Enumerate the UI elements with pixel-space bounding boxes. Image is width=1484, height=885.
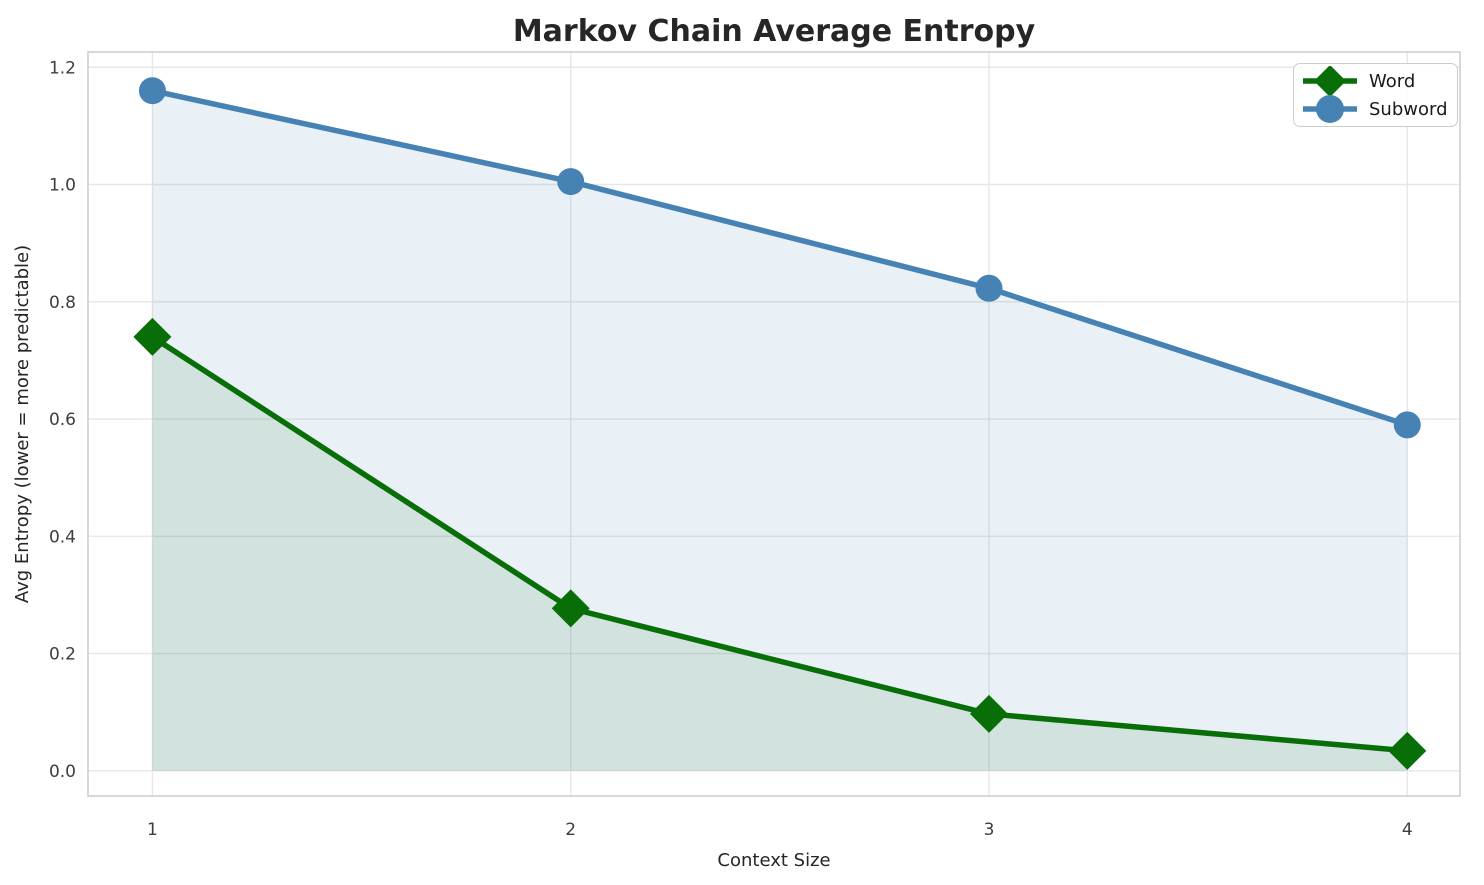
y-tick-label: 0.4 <box>49 527 76 547</box>
legend-label-subword: Subword <box>1369 98 1448 120</box>
subword-area-fill <box>152 90 1408 771</box>
x-axis-label: Context Size <box>717 850 830 871</box>
word-area-fill <box>152 336 1408 771</box>
word-legend-marker <box>1303 66 1357 96</box>
subword-marker <box>557 168 585 196</box>
word-marker <box>1388 731 1427 770</box>
subword-legend-marker <box>1303 95 1357 123</box>
subword-marker <box>975 274 1003 302</box>
subword-marker <box>1393 411 1421 439</box>
x-tick-label: 3 <box>984 820 995 840</box>
legend-label-word: Word <box>1369 70 1416 92</box>
y-tick-label: 0.8 <box>49 293 76 313</box>
x-tick-label: 1 <box>147 820 158 840</box>
y-tick-label: 1.2 <box>49 58 76 78</box>
y-axis-label: Avg Entropy (lower = more predictable) <box>12 245 33 603</box>
chart-title: Markov Chain Average Entropy <box>513 14 1036 49</box>
y-tick-label: 0.6 <box>49 410 76 430</box>
word-diamond-icon <box>1314 66 1346 96</box>
word-marker <box>133 317 172 356</box>
y-tick-label: 0.2 <box>49 645 76 665</box>
legend: Word Subword <box>1293 63 1458 127</box>
word-marker <box>970 694 1009 733</box>
y-tick-label: 1.0 <box>49 176 76 196</box>
legend-item-subword: Subword <box>1299 95 1449 123</box>
subword-marker <box>138 77 166 105</box>
plot-border <box>87 51 1461 797</box>
plot-area: 0.0 0.2 0.4 0.6 0.8 1.0 1.2 1 2 3 4 <box>49 51 1461 840</box>
legend-item-word: Word <box>1299 66 1449 96</box>
y-tick-label: 0.0 <box>49 762 76 782</box>
subword-line <box>149 87 1411 428</box>
subword-circle-icon <box>1316 95 1344 123</box>
x-tick-label: 2 <box>565 820 576 840</box>
word-line <box>149 334 1411 754</box>
word-marker <box>551 589 590 628</box>
x-tick-label: 4 <box>1402 820 1413 840</box>
